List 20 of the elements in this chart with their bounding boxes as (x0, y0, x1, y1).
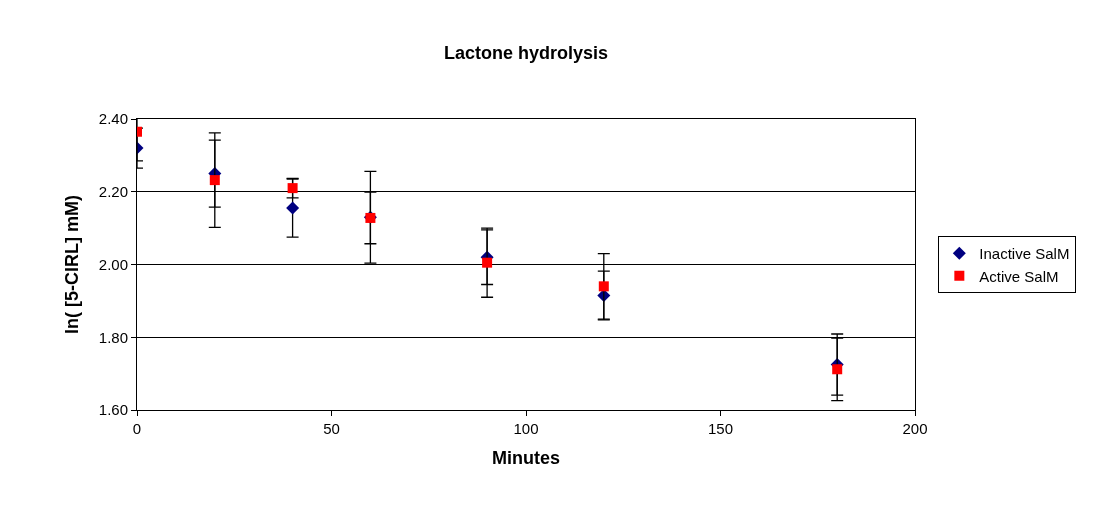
y-tick-label: 2.00 (98, 255, 128, 273)
point (209, 175, 220, 186)
chart-title: Lactone hydrolysis (443, 43, 609, 64)
x-tick-label: 200 (902, 420, 928, 437)
x-axis-title: Minutes (491, 448, 561, 469)
point (482, 257, 493, 268)
x-tick-label: 50 (323, 420, 340, 437)
x-tick-label: 150 (707, 420, 734, 437)
point (286, 201, 300, 215)
x-tick-label: 100 (513, 420, 539, 437)
y-tick-label: 2.20 (98, 183, 128, 200)
legend-label: Inactive SalM (979, 245, 1070, 263)
point (598, 281, 609, 292)
y-axis-title: ln( [5-ClRL] mM) (62, 195, 82, 334)
y-tick-label: 2.40 (98, 110, 128, 128)
legend-label: Active SalM (979, 267, 1059, 285)
y-tick-label: 1.80 (98, 328, 128, 346)
x-tick-label: 0 (132, 420, 142, 437)
point (832, 364, 843, 375)
y-tick-label: 1.60 (98, 401, 128, 419)
